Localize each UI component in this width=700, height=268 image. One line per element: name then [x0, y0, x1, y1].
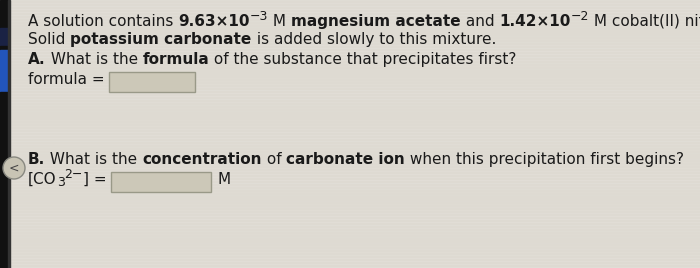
Text: 3: 3: [57, 176, 64, 189]
Text: A.: A.: [28, 52, 46, 67]
Text: of the substance that precipitates first?: of the substance that precipitates first…: [209, 52, 517, 67]
Bar: [0, 0, 8, 28]
FancyBboxPatch shape: [111, 172, 211, 192]
Text: carbonate ion: carbonate ion: [286, 152, 405, 167]
Text: A solution contains: A solution contains: [28, 14, 178, 29]
Bar: [0, 50, 8, 92]
Text: 1.42×10: 1.42×10: [499, 14, 570, 29]
FancyBboxPatch shape: [109, 72, 195, 92]
Text: 2−: 2−: [64, 168, 83, 181]
Text: formula =: formula =: [28, 72, 109, 87]
Bar: [0, 100, 8, 162]
Text: B.: B.: [28, 152, 46, 167]
Circle shape: [3, 157, 25, 179]
Text: when this precipitation first begins?: when this precipitation first begins?: [405, 152, 684, 167]
Text: 9.63×10: 9.63×10: [178, 14, 250, 29]
Text: Solid: Solid: [28, 32, 70, 47]
Text: What is the: What is the: [46, 52, 143, 67]
Bar: [8, 0, 10, 268]
Text: and: and: [461, 14, 499, 29]
Text: magnesium acetate: magnesium acetate: [291, 14, 461, 29]
Text: is added slowly to this mixture.: is added slowly to this mixture.: [251, 32, 496, 47]
Text: [CO: [CO: [28, 172, 57, 187]
Text: <: <: [8, 162, 20, 174]
Bar: [0, 46, 8, 50]
Text: ] =: ] =: [83, 172, 111, 187]
Text: potassium carbonate: potassium carbonate: [70, 32, 251, 47]
Text: −2: −2: [570, 10, 589, 23]
Text: M: M: [268, 14, 291, 29]
Bar: [0, 92, 8, 100]
Bar: [0, 28, 8, 46]
Text: −3: −3: [250, 10, 268, 23]
Text: formula: formula: [143, 52, 209, 67]
Text: concentration: concentration: [142, 152, 262, 167]
Text: M cobalt(II) nitrate.: M cobalt(II) nitrate.: [589, 14, 700, 29]
Text: M: M: [218, 172, 230, 187]
Text: What is the: What is the: [46, 152, 142, 167]
Bar: [0, 162, 8, 268]
Text: of: of: [262, 152, 286, 167]
